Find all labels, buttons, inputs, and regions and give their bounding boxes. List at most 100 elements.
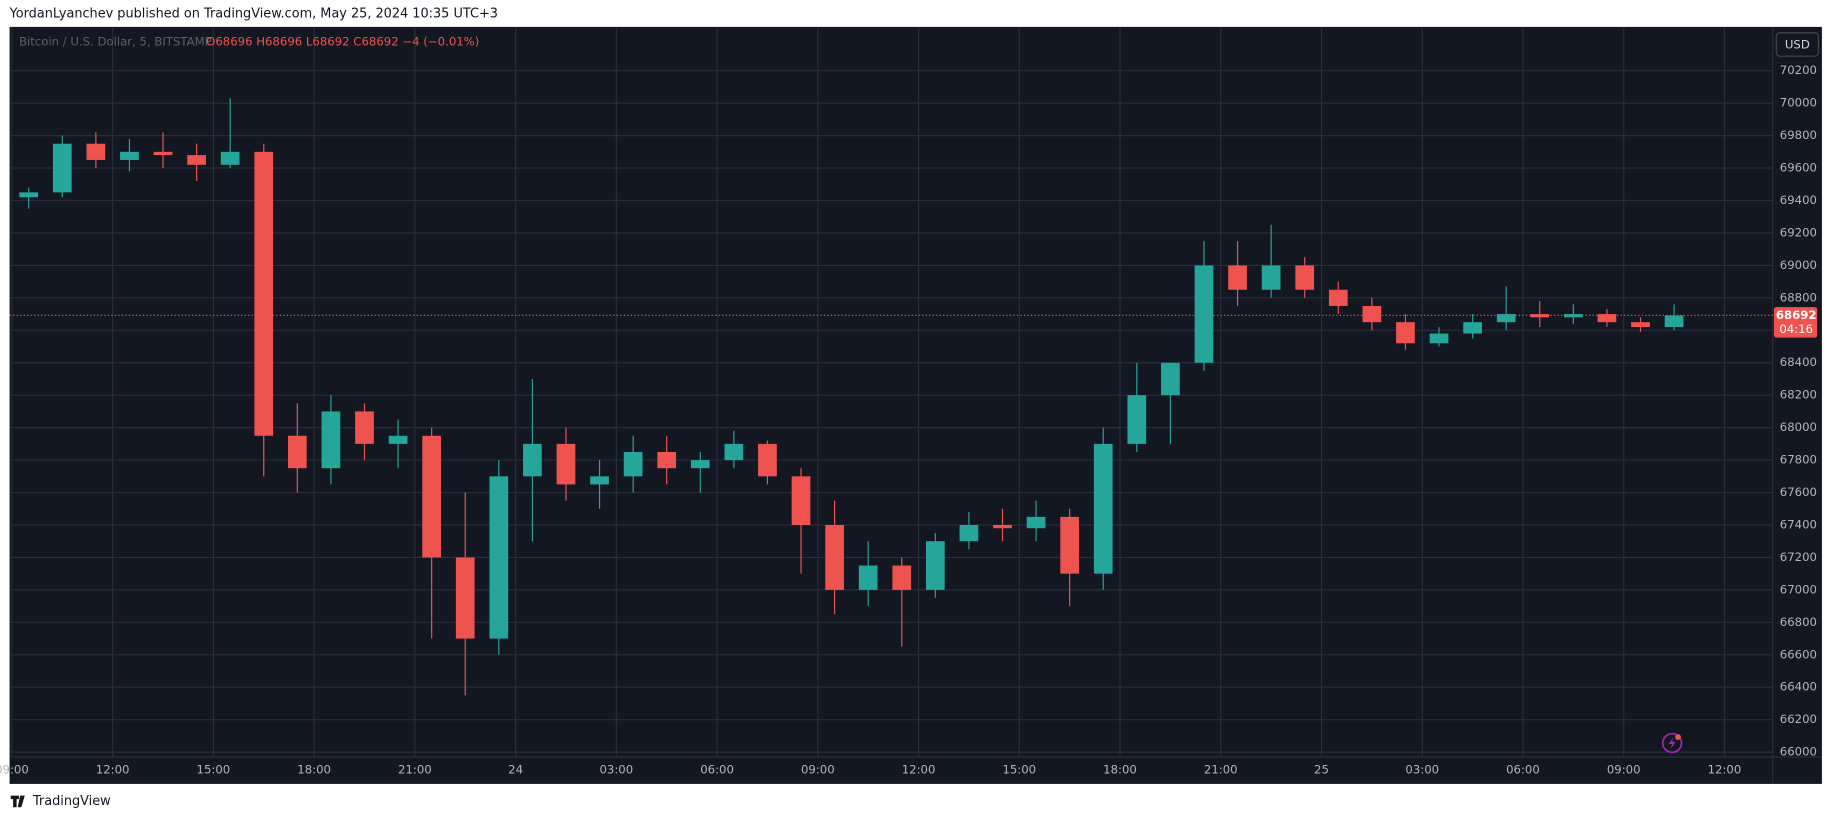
candle-body bbox=[959, 524, 979, 542]
x-tick-label: 09:00 bbox=[801, 762, 835, 776]
candle-body bbox=[1496, 314, 1516, 323]
x-tick-label: 06:00 bbox=[1506, 762, 1540, 776]
candle-body bbox=[1597, 314, 1617, 323]
y-tick-label: 66200 bbox=[1780, 712, 1817, 726]
candle-body bbox=[590, 476, 609, 485]
candle-body bbox=[187, 155, 206, 165]
candle-body bbox=[1463, 322, 1482, 334]
y-tick-label: 68000 bbox=[1780, 420, 1817, 434]
countdown-label: 04:16 bbox=[1779, 322, 1813, 336]
candle-body bbox=[825, 524, 844, 590]
candle-body bbox=[1194, 265, 1214, 363]
candle-body bbox=[455, 557, 475, 639]
x-tick-label: 24 bbox=[508, 762, 523, 776]
candle-body bbox=[925, 541, 945, 590]
candle-body bbox=[321, 411, 341, 469]
chart-area bbox=[9, 26, 1822, 784]
candle-body bbox=[287, 435, 307, 469]
x-tick-label: 12:00 bbox=[96, 762, 130, 776]
candle-body bbox=[1530, 314, 1550, 318]
y-tick-label: 67400 bbox=[1780, 517, 1817, 531]
alert-ring[interactable] bbox=[1661, 732, 1683, 754]
candle-body bbox=[623, 451, 643, 477]
candle-body bbox=[1328, 289, 1348, 306]
symbol-legend: Bitcoin / U.S. Dollar, 5, BITSTAMP bbox=[19, 35, 212, 49]
candle-body bbox=[220, 151, 240, 165]
candle-body bbox=[791, 476, 811, 525]
candle-body bbox=[993, 524, 1012, 529]
alert-bolt[interactable] bbox=[1668, 737, 1676, 749]
y-tick-label: 69400 bbox=[1780, 193, 1817, 207]
candle-body bbox=[892, 565, 912, 590]
candle-body bbox=[1396, 322, 1415, 344]
candle-body bbox=[690, 460, 710, 469]
x-tick-label: 21:00 bbox=[398, 762, 432, 776]
candle-body bbox=[19, 192, 39, 198]
y-tick-label: 68800 bbox=[1780, 290, 1817, 304]
y-tick-label: 69800 bbox=[1780, 128, 1817, 142]
y-tick-label: 66600 bbox=[1780, 647, 1817, 661]
candle-body bbox=[254, 151, 274, 436]
candle-body bbox=[1261, 265, 1281, 290]
header-title: YordanLyanchev published on TradingView.… bbox=[9, 7, 498, 22]
alert-icon[interactable] bbox=[1661, 732, 1683, 754]
candle-body bbox=[1563, 314, 1583, 318]
candle-body bbox=[1060, 516, 1080, 574]
candle-body bbox=[153, 151, 173, 156]
x-tick-label: 03:00 bbox=[599, 762, 633, 776]
y-tick-label: 69200 bbox=[1780, 225, 1817, 239]
grid bbox=[9, 26, 1773, 757]
last-price-label: 68692 bbox=[1776, 308, 1817, 322]
y-tick-label: 70000 bbox=[1780, 96, 1817, 110]
currency-label[interactable]: USD bbox=[1785, 38, 1810, 52]
y-tick-label: 66000 bbox=[1780, 745, 1817, 759]
x-tick-label: 18:00 bbox=[297, 762, 331, 776]
last-price-badge bbox=[1773, 307, 1818, 338]
candle-body bbox=[422, 435, 442, 558]
currency-button[interactable] bbox=[1775, 32, 1819, 57]
candle-body bbox=[758, 443, 777, 477]
candle-body bbox=[858, 565, 878, 590]
candle-body bbox=[388, 435, 408, 444]
candle-body bbox=[120, 151, 139, 160]
x-tick-label: 25 bbox=[1314, 762, 1329, 776]
x-tick-label: 15:00 bbox=[1002, 762, 1036, 776]
y-tick-label: 67600 bbox=[1780, 485, 1817, 499]
candle-body bbox=[523, 443, 542, 477]
candle-body bbox=[1631, 322, 1650, 328]
candle-body bbox=[52, 143, 72, 193]
candle-body bbox=[1295, 265, 1315, 290]
x-tick-label: 09:00 bbox=[0, 762, 29, 776]
x-tick-label: 12:00 bbox=[902, 762, 936, 776]
candle-body bbox=[86, 143, 106, 160]
x-tick-label: 12:00 bbox=[1708, 762, 1742, 776]
candle-body bbox=[724, 443, 744, 461]
y-tick-label: 66400 bbox=[1780, 680, 1817, 694]
candle-body bbox=[1093, 443, 1113, 574]
footer: TradingView bbox=[10, 794, 111, 809]
y-tick-label: 67000 bbox=[1780, 582, 1817, 596]
candles bbox=[19, 98, 1684, 696]
candle-body bbox=[355, 411, 374, 444]
y-tick-label: 69600 bbox=[1780, 161, 1817, 175]
x-tick-label: 21:00 bbox=[1204, 762, 1238, 776]
candle-body bbox=[1228, 265, 1247, 290]
y-tick-label: 67800 bbox=[1780, 453, 1817, 467]
x-tick-label: 18:00 bbox=[1103, 762, 1137, 776]
x-tick-label: 06:00 bbox=[700, 762, 734, 776]
y-tick-label: 66800 bbox=[1780, 615, 1817, 629]
candle-body bbox=[556, 443, 576, 485]
candle-body bbox=[1161, 362, 1180, 396]
candle-body bbox=[1429, 333, 1449, 344]
alert-dot[interactable] bbox=[1675, 734, 1681, 741]
candle-body bbox=[489, 476, 509, 639]
candle-body bbox=[657, 451, 677, 469]
y-tick-label: 70200 bbox=[1780, 63, 1817, 77]
x-tick-label: 09:00 bbox=[1607, 762, 1641, 776]
brand-name: TradingView bbox=[32, 794, 111, 809]
y-tick-label: 67200 bbox=[1780, 550, 1817, 564]
x-tick-label: 15:00 bbox=[197, 762, 231, 776]
candle-body bbox=[1664, 315, 1684, 328]
